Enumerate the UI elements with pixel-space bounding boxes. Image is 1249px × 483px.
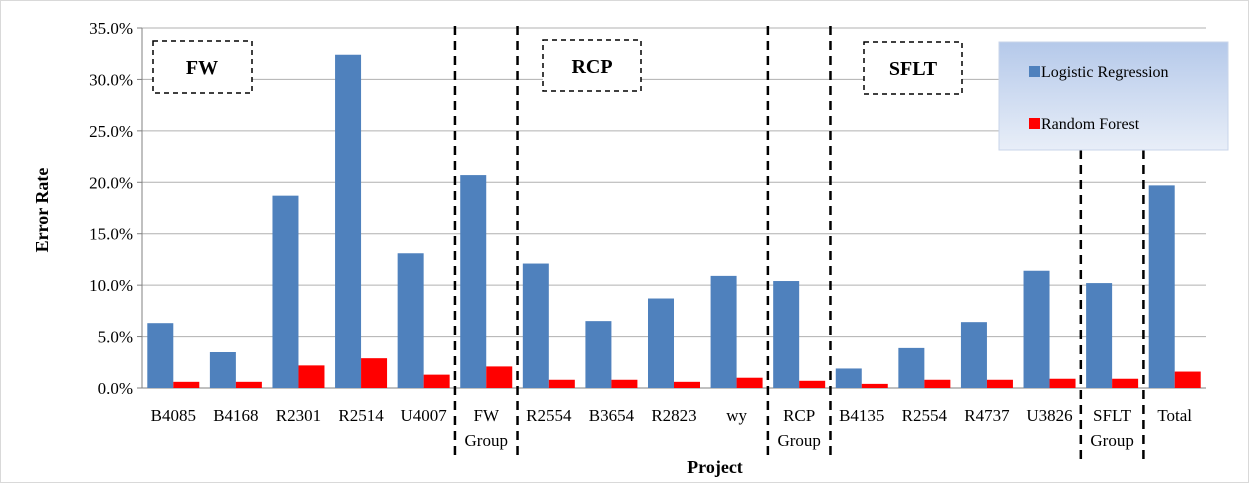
bar-random-forest xyxy=(423,374,450,388)
legend-swatch-logistic-regression xyxy=(1029,66,1040,77)
group-label-fw-box: FW xyxy=(152,40,253,94)
bar-random-forest xyxy=(298,365,325,388)
y-axis-ticks: 0.0% 5.0% 10.0% 15.0% 20.0% 25.0% 30.0% 35.0% xyxy=(89,19,142,398)
bar-random-forest xyxy=(736,377,763,388)
x-tick-label: R2554 xyxy=(902,406,948,425)
bar-logistic-regression xyxy=(397,253,424,388)
bar-random-forest xyxy=(1174,371,1201,388)
group-dividers xyxy=(453,26,1145,460)
y-tick-label: 35.0% xyxy=(89,19,133,38)
x-tick-label: B4135 xyxy=(839,406,884,425)
bar-random-forest xyxy=(361,358,388,388)
y-tick-label: 25.0% xyxy=(89,122,133,141)
bar-logistic-regression xyxy=(1148,185,1175,388)
y-axis-title: Error Rate xyxy=(32,168,52,253)
legend-label-random-forest: Random Forest xyxy=(1041,116,1140,133)
x-tick-label: wy xyxy=(726,406,747,425)
y-tick-label: 20.0% xyxy=(89,173,133,192)
legend-label-logistic-regression: Logistic Regression xyxy=(1041,64,1169,81)
x-tick-label: RCP xyxy=(783,406,815,425)
legend-swatch-random-forest xyxy=(1029,118,1040,129)
group-label-sflt: SFLT xyxy=(889,58,938,80)
x-tick-label: U3826 xyxy=(1026,406,1072,425)
x-axis-ticks: B4085 B4168 R2301 R2514 U4007 FW Group R2554 B36… xyxy=(151,406,1193,450)
bar-random-forest xyxy=(548,379,575,388)
bar-logistic-regression xyxy=(522,263,549,388)
y-tick-label: 5.0% xyxy=(98,328,133,347)
x-tick-label: B4085 xyxy=(151,406,196,425)
bar-logistic-regression xyxy=(335,54,362,388)
x-tick-label: Total xyxy=(1157,406,1192,425)
bar-logistic-regression xyxy=(460,175,487,388)
group-label-fw: FW xyxy=(186,57,218,79)
bar-random-forest xyxy=(861,383,888,388)
bar-logistic-regression xyxy=(147,323,174,388)
x-axis-title: Project xyxy=(687,457,743,477)
bar-logistic-regression xyxy=(1023,270,1050,388)
x-tick-label: R2514 xyxy=(338,406,384,425)
x-tick-label: SFLT xyxy=(1093,406,1132,425)
group-label-sflt-box: SFLT xyxy=(863,41,963,95)
x-tick-label: Group xyxy=(777,431,820,450)
x-tick-label: R2301 xyxy=(276,406,321,425)
x-tick-label: Group xyxy=(465,431,508,450)
x-tick-label: R2823 xyxy=(651,406,696,425)
y-tick-label: 15.0% xyxy=(89,225,133,244)
y-tick-label: 10.0% xyxy=(89,276,133,295)
bar-logistic-regression xyxy=(585,321,612,388)
bar-random-forest xyxy=(799,380,826,388)
x-tick-label: R2554 xyxy=(526,406,572,425)
bar-logistic-regression xyxy=(648,298,674,388)
bar-random-forest xyxy=(611,379,638,388)
bar-random-forest xyxy=(486,366,513,388)
bar-logistic-regression xyxy=(272,195,299,388)
x-tick-label: B3654 xyxy=(589,406,635,425)
x-tick-label: R4737 xyxy=(964,406,1010,425)
group-label-rcp-box: RCP xyxy=(542,39,642,92)
bar-random-forest xyxy=(1112,378,1139,388)
bar-random-forest xyxy=(924,379,951,388)
legend-box xyxy=(998,41,1229,151)
x-tick-label: B4168 xyxy=(213,406,258,425)
bar-random-forest xyxy=(235,381,262,388)
bar-logistic-regression xyxy=(898,347,925,388)
bar-logistic-regression xyxy=(835,368,862,388)
bar-random-forest xyxy=(1049,378,1076,388)
bar-logistic-regression xyxy=(960,322,987,388)
y-tick-label: 30.0% xyxy=(89,70,133,89)
bar-logistic-regression xyxy=(209,352,236,388)
bar-random-forest xyxy=(986,379,1013,388)
x-tick-label: U4007 xyxy=(401,406,448,425)
bar-random-forest xyxy=(173,381,200,388)
bar-logistic-regression xyxy=(1086,283,1113,388)
x-tick-label: Group xyxy=(1090,431,1133,450)
group-label-rcp: RCP xyxy=(571,56,612,78)
bar-logistic-regression xyxy=(710,275,737,388)
bar-logistic-regression xyxy=(773,281,800,388)
bar-random-forest xyxy=(674,381,700,388)
bars xyxy=(147,54,1201,388)
y-tick-label: 0.0% xyxy=(98,379,133,398)
legend: Logistic Regression Random Forest xyxy=(998,41,1229,151)
x-tick-label: FW xyxy=(473,406,499,425)
